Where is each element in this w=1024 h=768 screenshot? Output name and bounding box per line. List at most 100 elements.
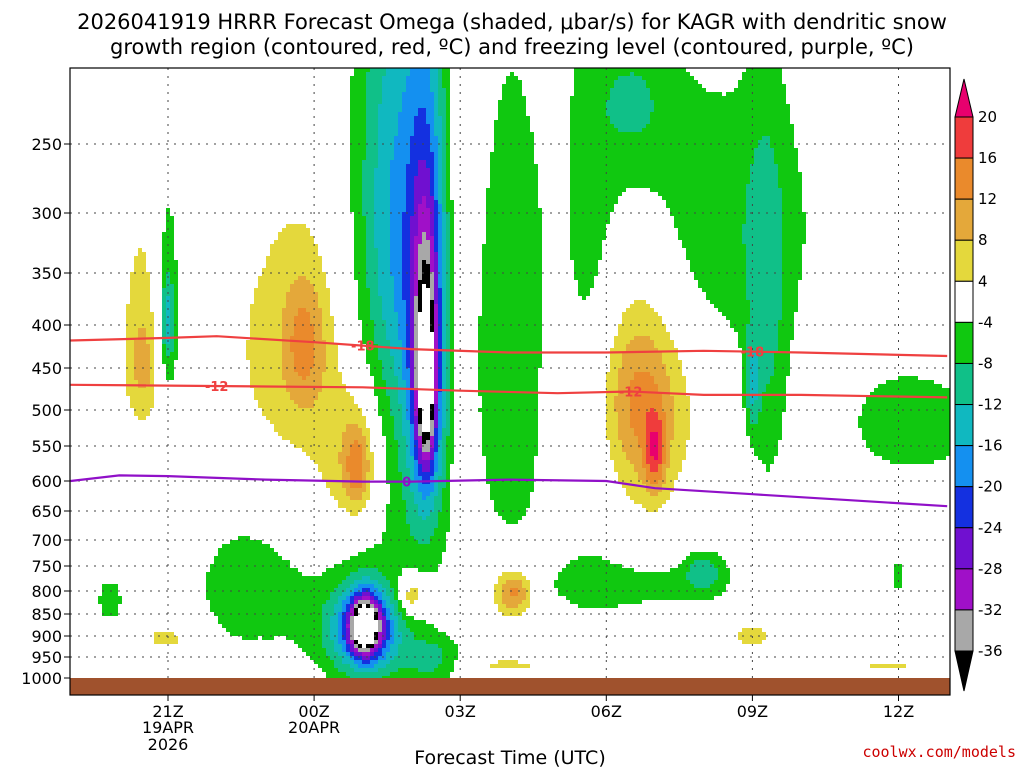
omega-cell [150, 332, 154, 336]
omega-cell [350, 416, 354, 420]
omega-cell [430, 320, 434, 324]
omega-cell [402, 296, 406, 300]
omega-cell [382, 300, 386, 304]
omega-cell [358, 232, 362, 236]
omega-cell [374, 68, 378, 72]
omega-cell [358, 500, 362, 504]
omega-cell [374, 96, 378, 100]
omega-cell [338, 404, 342, 408]
omega-cell [394, 616, 398, 620]
omega-cell [426, 76, 430, 80]
omega-cell [310, 336, 314, 340]
omega-cell [402, 368, 406, 372]
omega-cell [414, 508, 418, 512]
omega-cell [374, 100, 378, 104]
omega-cell [338, 616, 342, 620]
omega-cell [394, 444, 398, 448]
omega-cell [386, 152, 390, 156]
omega-cell [414, 332, 418, 336]
omega-cell [374, 640, 378, 644]
omega-cell [306, 432, 310, 436]
omega-cell [174, 268, 178, 272]
omega-cell [406, 104, 410, 108]
omega-cell [422, 648, 426, 652]
omega-cell [414, 220, 418, 224]
omega-cell [362, 672, 366, 676]
omega-cell [138, 372, 142, 376]
omega-cell [274, 356, 278, 360]
omega-cell [282, 328, 286, 332]
omega-cell [342, 504, 346, 508]
omega-cell [402, 440, 406, 444]
omega-cell [370, 140, 374, 144]
omega-cell [378, 84, 382, 88]
omega-cell [430, 80, 434, 84]
omega-cell [430, 192, 434, 196]
omega-cell [398, 208, 402, 212]
omega-cell [386, 420, 390, 424]
omega-cell [390, 412, 394, 416]
omega-cell [410, 108, 414, 112]
omega-cell [250, 320, 254, 324]
omega-cell [270, 356, 274, 360]
omega-cell [278, 316, 282, 320]
omega-cell [426, 132, 430, 136]
omega-cell [330, 356, 334, 360]
omega-cell [338, 460, 342, 464]
omega-cell [286, 576, 290, 580]
omega-cell [398, 600, 402, 604]
omega-cell [406, 396, 410, 400]
omega-cell [306, 640, 310, 644]
omega-cell [286, 392, 290, 396]
omega-cell [362, 116, 366, 120]
omega-cell [134, 412, 138, 416]
omega-cell [378, 264, 382, 268]
omega-cell [406, 280, 410, 284]
omega-cell [422, 512, 426, 516]
omega-cell [342, 432, 346, 436]
omega-cell [366, 596, 370, 600]
omega-cell [362, 188, 366, 192]
omega-cell [278, 304, 282, 308]
omega-cell [386, 668, 390, 672]
omega-cell [398, 72, 402, 76]
omega-cell [302, 292, 306, 296]
omega-cell [406, 364, 410, 368]
omega-cell [138, 392, 142, 396]
omega-cell [170, 240, 174, 244]
omega-cell [346, 400, 350, 404]
omega-cell [426, 476, 430, 480]
omega-cell [418, 468, 422, 472]
omega-cell [386, 332, 390, 336]
omega-cell [330, 440, 334, 444]
omega-cell [230, 572, 234, 576]
omega-cell [294, 272, 298, 276]
omega-cell [410, 404, 414, 408]
omega-cell [330, 352, 334, 356]
omega-cell [246, 576, 250, 580]
omega-cell [418, 528, 422, 532]
omega-cell [138, 260, 142, 264]
omega-cell [262, 596, 266, 600]
omega-cell [150, 380, 154, 384]
omega-cell [298, 316, 302, 320]
omega-cell [366, 492, 370, 496]
omega-cell [358, 408, 362, 412]
omega-cell [142, 300, 146, 304]
omega-cell [274, 240, 278, 244]
omega-cell [338, 600, 342, 604]
omega-cell [394, 160, 398, 164]
omega-cell [346, 436, 350, 440]
omega-cell [410, 120, 414, 124]
omega-cell [430, 420, 434, 424]
omega-cell [358, 440, 362, 444]
omega-cell [118, 596, 122, 600]
omega-cell [246, 580, 250, 584]
omega-cell [258, 344, 262, 348]
omega-cell [354, 200, 358, 204]
omega-cell [330, 568, 334, 572]
omega-cell [394, 332, 398, 336]
omega-cell [398, 140, 402, 144]
omega-cell [390, 352, 394, 356]
omega-cell [250, 604, 254, 608]
